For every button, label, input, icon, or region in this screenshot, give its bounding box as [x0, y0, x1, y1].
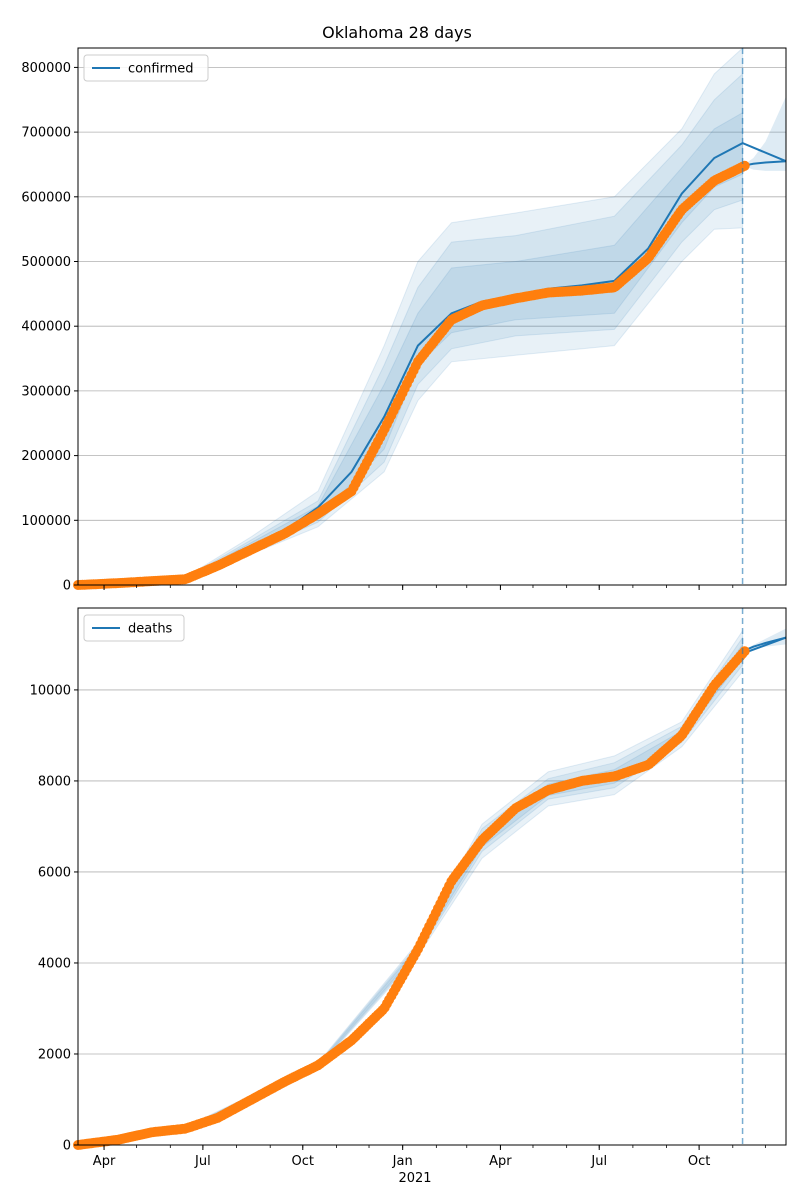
confidence-band	[77, 635, 744, 1146]
prediction-band	[742, 628, 786, 652]
observed-point	[739, 646, 750, 657]
y-tick-label: 800000	[21, 61, 71, 76]
observed-points	[73, 646, 750, 1150]
y-tick-label: 0	[63, 1139, 71, 1154]
series-line-deaths	[77, 636, 787, 1146]
y-tick-label: 500000	[21, 255, 71, 270]
confidence-band	[77, 46, 744, 586]
legend-label: deaths	[128, 622, 173, 637]
legend-box	[83, 614, 185, 642]
x-tick-label: Jul	[194, 1154, 211, 1169]
legend: confirmed	[83, 54, 209, 82]
x-tick-label: Oct	[688, 1154, 710, 1169]
y-tick-label: 0	[63, 579, 71, 594]
observed-point	[739, 160, 750, 171]
y-tick-label: 100000	[21, 514, 71, 529]
y-tick-label: 2000	[38, 1047, 71, 1062]
legend-label: confirmed	[128, 62, 194, 77]
y-tick-label: 200000	[21, 449, 71, 464]
y-tick-label: 700000	[21, 126, 71, 141]
x-tick-label: Apr	[489, 1154, 512, 1169]
axes-frame	[77, 47, 787, 586]
x-tick-label: Jul	[590, 1154, 607, 1169]
deaths-panel: 0 2000 4000 6000 8000 10000 Apr Jul Oct Jan Apr Jul…	[30, 607, 787, 1169]
x-tick-label: Jan	[392, 1154, 413, 1169]
observed-points	[73, 160, 750, 590]
confidence-band	[77, 642, 744, 1146]
legend: deaths	[83, 614, 185, 642]
x-tick-label: Apr	[93, 1154, 116, 1169]
y-tick-label: 400000	[21, 320, 71, 335]
y-tick-label: 10000	[30, 683, 71, 698]
y-tick-label: 300000	[21, 384, 71, 399]
legend-box	[83, 54, 209, 82]
y-tick-label: 4000	[38, 956, 71, 971]
confirmed-panel: 0 100000 200000 300000 400000 500000 600000 700…	[21, 46, 787, 594]
confidence-band	[77, 629, 744, 1146]
prediction-band	[742, 96, 786, 171]
y-tick-label: 6000	[38, 865, 71, 880]
axes-frame	[77, 607, 787, 1146]
year-label: 2021	[398, 1171, 431, 1186]
y-tick-label: 600000	[21, 190, 71, 205]
y-tick-label: 8000	[38, 774, 71, 789]
confidence-band	[77, 72, 744, 586]
chart-title: Oklahoma 28 days	[322, 23, 472, 42]
x-tick-label: Oct	[292, 1154, 314, 1169]
